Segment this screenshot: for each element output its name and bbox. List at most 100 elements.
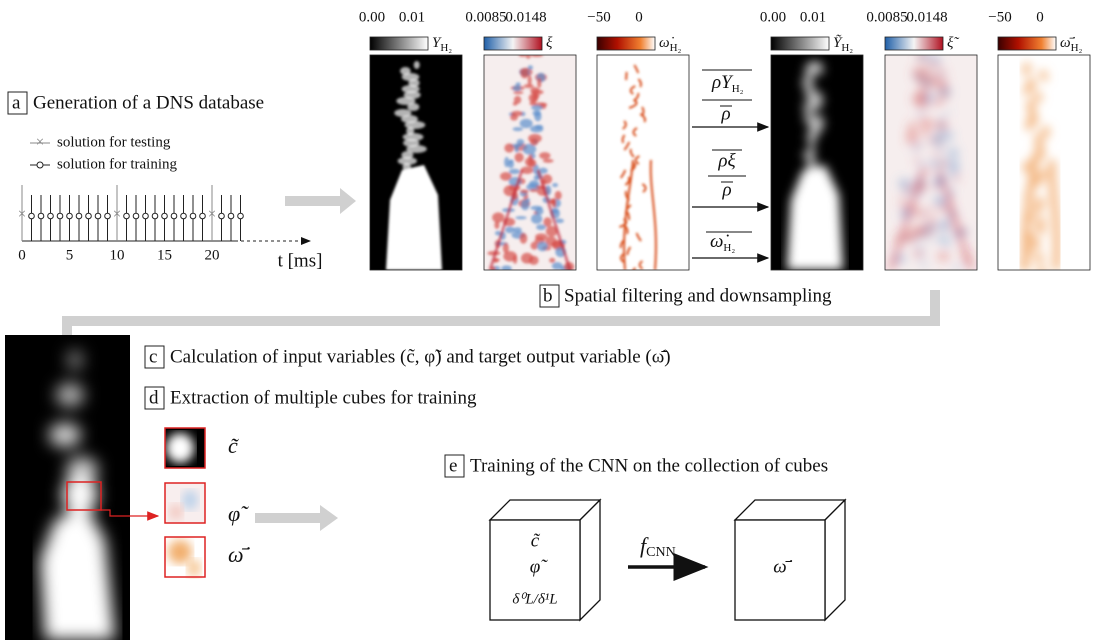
mixture-blob [925, 224, 929, 233]
mixture-blob [514, 144, 519, 152]
timeline-tick: 0 [18, 247, 26, 263]
subscript: H₂ [841, 42, 853, 54]
step-letter: c [149, 346, 157, 367]
mixture-blob [521, 69, 529, 78]
mixture-blob [911, 227, 922, 234]
colorbar [484, 37, 542, 50]
mixture-blob [535, 125, 543, 130]
mixture-blob [509, 169, 520, 174]
timeline: ××× [18, 185, 244, 241]
mixture-blob [932, 152, 936, 158]
reaction-front [1039, 268, 1042, 276]
filter-numerator: ρYH₂ [711, 72, 744, 94]
symbol: ρY [711, 72, 734, 93]
cnn-input: c̃ [531, 530, 541, 551]
mixture-blob [955, 173, 960, 183]
mixture-blob [552, 262, 563, 270]
colorbar-max: 0.0148 [505, 9, 546, 25]
mixture-blob [920, 263, 929, 266]
train-marker [162, 213, 168, 219]
mixture-blob [927, 60, 937, 64]
mixture-blob [945, 111, 951, 114]
mixture-blob [534, 111, 541, 121]
mixture-blob [531, 214, 542, 224]
mixture-blob [555, 191, 562, 200]
mixture-blob [514, 96, 521, 104]
mixture-blob [515, 216, 527, 219]
figure: a Generation of a DNS database × solutio… [0, 0, 1101, 640]
mixture-blob [938, 149, 944, 152]
mixture-blob [555, 219, 564, 223]
mixture-blob [492, 212, 504, 222]
mixture-blob [552, 183, 558, 187]
page: DNS to CNN workflow body { margin: 0; ba… [0, 0, 1101, 640]
colorbar [597, 37, 655, 50]
subscript: H₂ [732, 83, 744, 95]
mixture-blob [513, 85, 522, 91]
mixture-blob [933, 134, 944, 142]
timeline-tick: 20 [205, 247, 220, 263]
field-image [597, 55, 689, 276]
filter-denominator: ρ [720, 103, 730, 124]
colorbar-min: 0.00 [760, 9, 786, 25]
reaction-front [1039, 254, 1042, 262]
step-letter: b [543, 285, 553, 306]
test-marker: × [113, 206, 121, 222]
train-marker [219, 213, 225, 219]
symbol: ξ̃ [947, 35, 959, 51]
filter-numerator: ρξ [717, 150, 736, 171]
mixture-blob [537, 78, 541, 88]
output-cube [735, 500, 845, 620]
train-marker [48, 213, 54, 219]
field-image [370, 55, 462, 270]
flame-blob [407, 103, 419, 111]
mixture-blob [937, 197, 947, 207]
colorbar [998, 37, 1056, 50]
mixture-blob [494, 221, 499, 229]
mixture-blob [909, 121, 915, 129]
colorbar-min: 0.0085 [866, 9, 907, 25]
colorbar-min: 0.00 [359, 9, 385, 25]
colorbar-label: ξ [546, 35, 553, 51]
train-marker [181, 213, 187, 219]
reaction-front [1038, 205, 1041, 213]
mixture-blob [505, 227, 515, 234]
mixture-blob [934, 143, 943, 149]
colorbar-label: YH₂ [432, 35, 452, 53]
reaction-front [1036, 240, 1038, 248]
field-background [597, 55, 689, 270]
mixture-blob [509, 159, 514, 163]
colorbar [370, 37, 428, 50]
filter-denominator: ρ [721, 179, 731, 200]
step-text: Spatial filtering and downsampling [564, 285, 832, 306]
mixture-blob [949, 147, 957, 153]
mixture-blob [513, 127, 523, 131]
reaction-front [1037, 177, 1039, 185]
field-image [885, 51, 977, 270]
reaction-front [1026, 163, 1028, 171]
colorbar-max: 0 [635, 9, 643, 25]
mixture-blob [530, 189, 538, 192]
mixture-blob [917, 111, 928, 115]
mixture-blob [530, 138, 538, 145]
colorbar-max: 0.01 [800, 9, 826, 25]
mixture-blob [904, 185, 913, 192]
mixture-blob [914, 245, 922, 249]
reaction-front [626, 72, 627, 80]
mixture-blob [526, 198, 530, 202]
train-marker [76, 213, 82, 219]
mixture-blob [504, 143, 514, 152]
mixture-blob [528, 65, 533, 70]
mixture-blob [929, 225, 936, 233]
colorbar-min: 0.0085 [465, 9, 506, 25]
mixture-blob [520, 189, 529, 193]
mixture-blob [539, 152, 550, 159]
mixture-blob [923, 96, 934, 103]
subscript: CNN [646, 545, 676, 560]
mixture-blob [919, 254, 923, 261]
mixture-blob [933, 102, 941, 106]
timeline-tick: 15 [157, 247, 172, 263]
train-marker [95, 213, 101, 219]
timeline-axis-label: t [ms] [278, 250, 323, 271]
legend-text: solution for training [57, 156, 177, 172]
